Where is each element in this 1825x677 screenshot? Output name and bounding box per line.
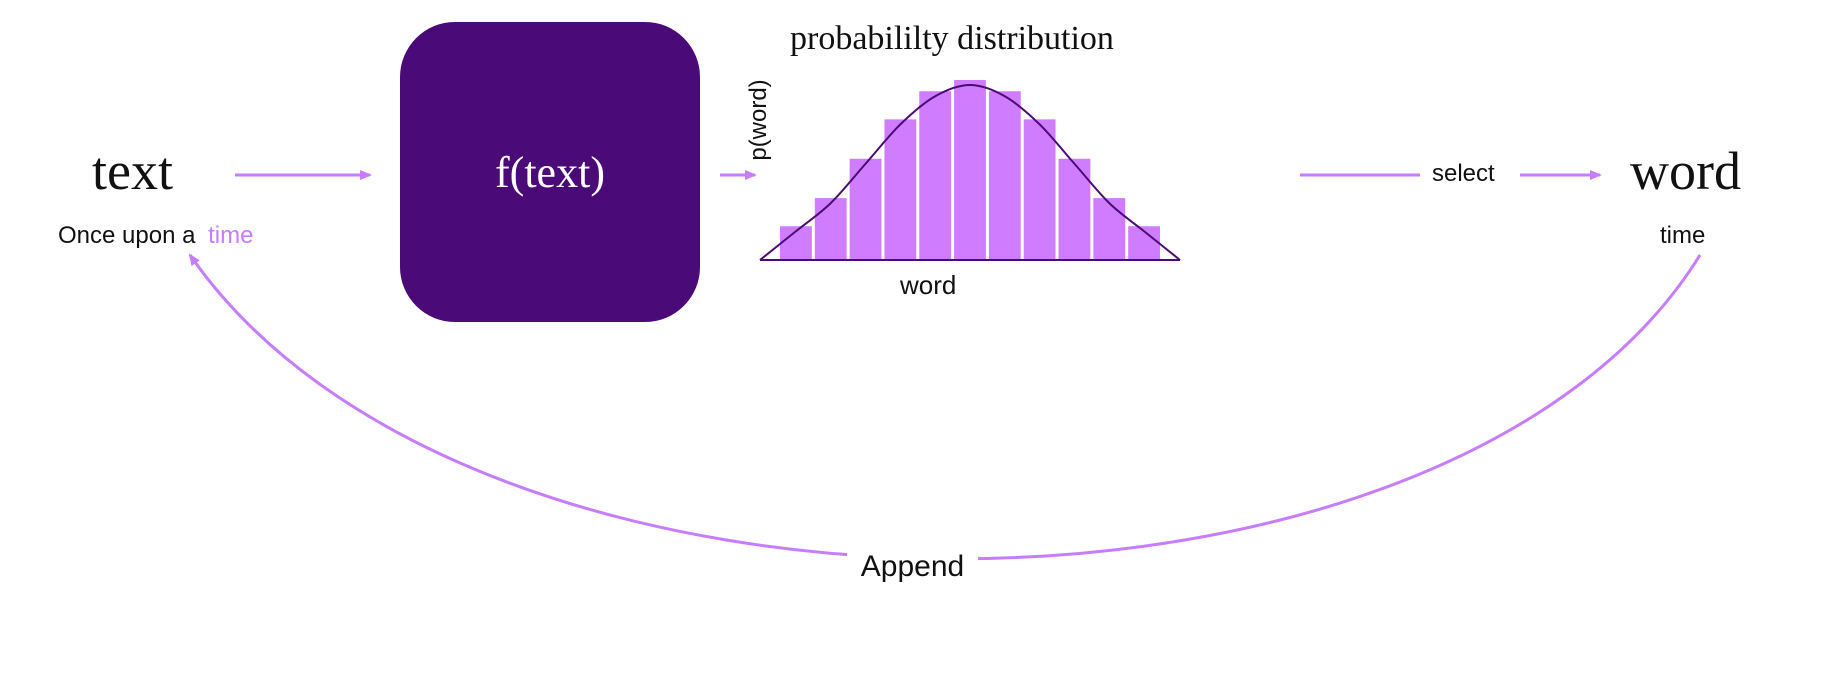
histogram-bar xyxy=(815,198,847,260)
distribution-y-axis-label: p(word) xyxy=(745,79,773,160)
append-label-container: Append xyxy=(0,550,1825,584)
select-label: select xyxy=(1432,160,1495,188)
distribution-title: probabililty distribution xyxy=(790,20,1114,58)
output-example: time xyxy=(1660,222,1705,250)
append-label: Append xyxy=(847,550,978,583)
input-example: Once upon a time xyxy=(58,222,253,250)
histogram-bar xyxy=(1059,159,1091,260)
histogram-bar xyxy=(1024,119,1056,260)
input-example-highlight: time xyxy=(208,222,253,249)
function-box-container: f(text) xyxy=(400,22,700,322)
histogram-bar xyxy=(954,80,986,260)
histogram-bar xyxy=(1093,198,1125,260)
histogram xyxy=(760,80,1180,260)
input-title: text xyxy=(92,140,173,202)
histogram-bar xyxy=(884,119,916,260)
output-title: word xyxy=(1630,140,1741,202)
histogram-bar xyxy=(989,91,1021,260)
distribution-x-axis-label: word xyxy=(900,270,956,301)
histogram-bar xyxy=(850,159,882,260)
function-box-label: f(text) xyxy=(495,147,605,198)
diagram-stage: text Once upon a time f(text) probabilil… xyxy=(0,0,1825,677)
histogram-bar xyxy=(919,91,951,260)
input-example-prefix: Once upon a xyxy=(58,222,202,249)
